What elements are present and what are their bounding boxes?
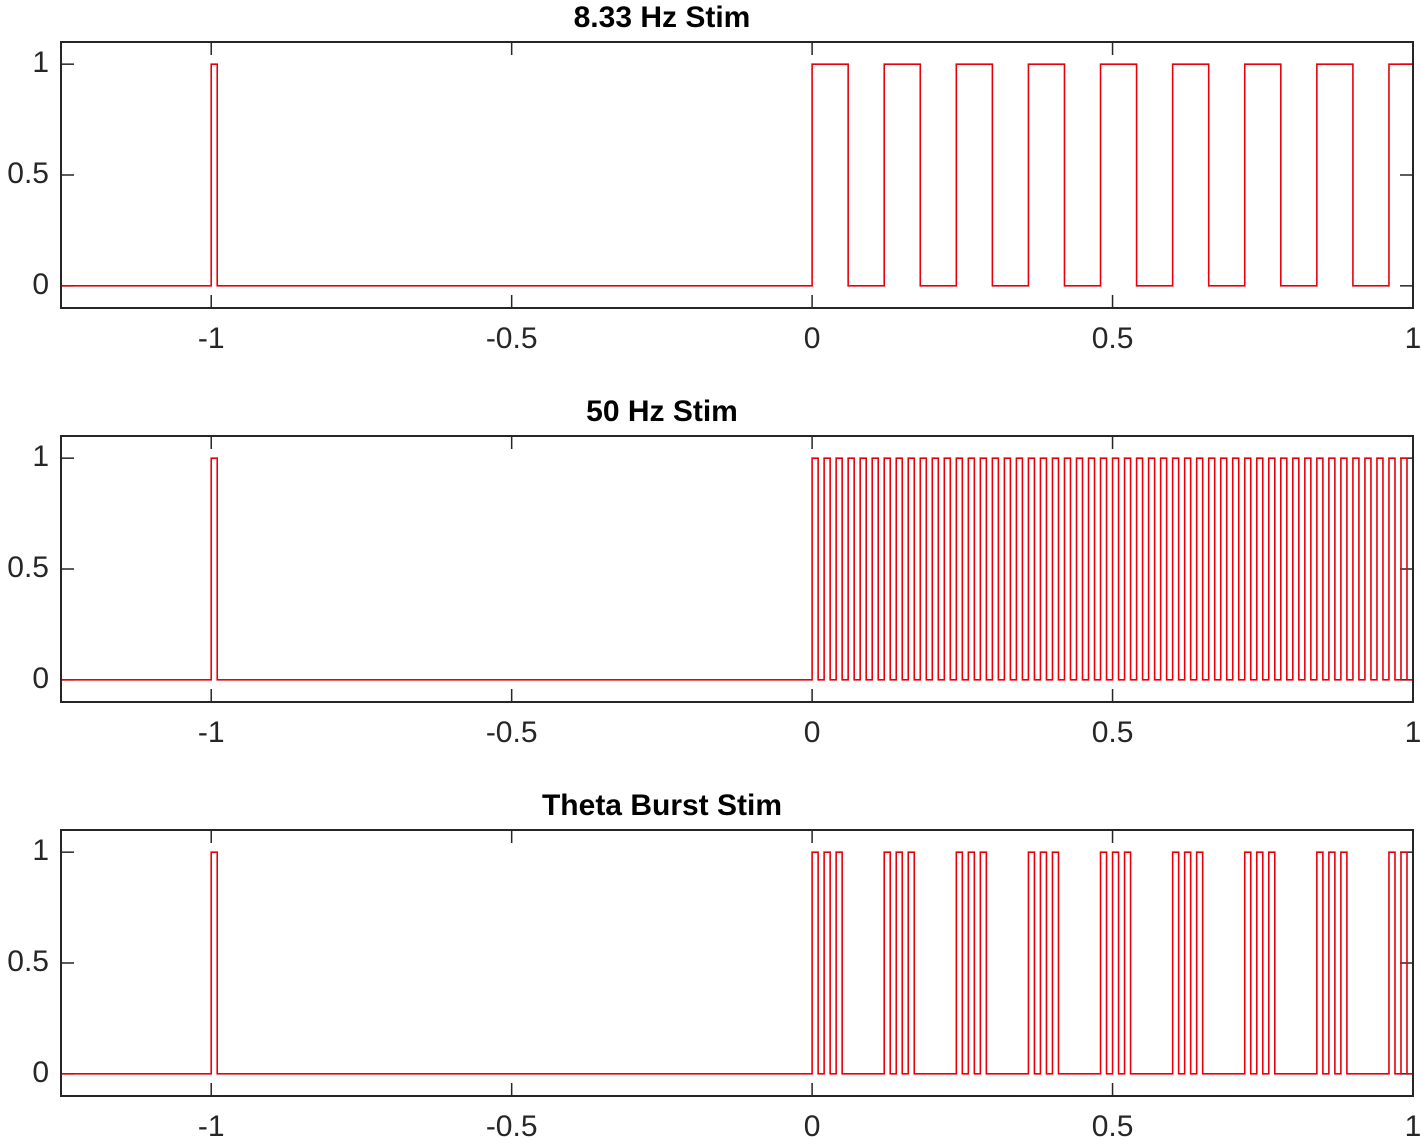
x-tick-label: 0.5 [1092,1110,1134,1140]
x-tick-label: 1 [1405,322,1421,355]
signal-line [61,457,1413,681]
x-tick-label: -0.5 [486,716,538,749]
x-tick-label: 0 [804,716,821,749]
x-tick-label: 0.5 [1092,716,1134,749]
x-tick-label: -1 [198,1110,225,1140]
x-tick-label: 0.5 [1092,322,1134,355]
signal-line [61,851,1413,1075]
signal-line [61,63,1413,287]
y-tick-label: 0.5 [7,551,49,584]
x-tick-label: -1 [198,716,225,749]
x-tick-label: 0 [804,1110,821,1140]
y-tick-label: 0 [32,1056,49,1089]
y-tick-label: 1 [32,46,49,79]
y-tick-label: 0 [32,268,49,301]
y-tick-label: 0.5 [7,945,49,978]
axes-box [60,435,1414,703]
x-tick-label: 1 [1405,716,1421,749]
x-tick-label: 1 [1405,1110,1421,1140]
x-tick-label: 0 [804,322,821,355]
y-tick-label: 0 [32,662,49,695]
y-tick-label: 1 [32,440,49,473]
y-tick-label: 0.5 [7,157,49,190]
subplot-title: 8.33 Hz Stim [574,1,751,34]
subplot-title: Theta Burst Stim [542,789,782,822]
y-tick-label: 1 [32,834,49,867]
x-tick-label: -1 [198,322,225,355]
axes-box [60,41,1414,309]
x-tick-label: -0.5 [486,322,538,355]
x-tick-label: -0.5 [486,1110,538,1140]
subplot-title: 50 Hz Stim [586,395,738,428]
axes-box [60,829,1414,1097]
